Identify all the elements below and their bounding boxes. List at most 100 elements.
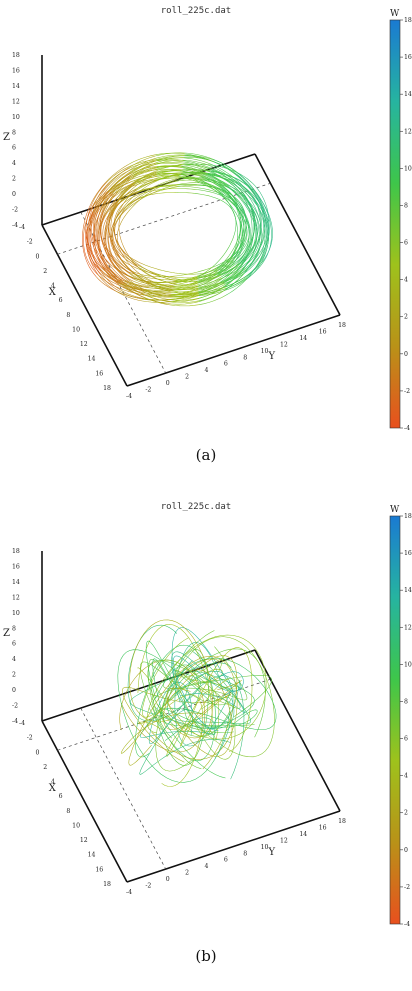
trajectory-segment <box>94 193 110 214</box>
trajectory-segment <box>215 190 231 206</box>
trajectory-segment <box>108 253 119 266</box>
trajectory-loop <box>155 636 275 772</box>
trajectory-segment <box>225 278 248 296</box>
trajectory-segment <box>198 187 218 193</box>
trajectory-segment <box>232 242 243 261</box>
y-tick-label: 12 <box>280 341 288 348</box>
x-grid-line-zero <box>80 707 167 870</box>
trajectory-segment <box>128 155 156 169</box>
trajectory-segment <box>95 243 107 265</box>
trajectory-segment <box>238 173 259 195</box>
trajectory-segment <box>153 278 176 281</box>
trajectory-segment <box>214 255 230 272</box>
trajectory-segment <box>239 251 252 265</box>
y-tick-label: 4 <box>204 367 208 374</box>
trajectory-segment <box>128 154 156 165</box>
trajectory-segment <box>215 257 231 267</box>
z-tick-label: 16 <box>12 67 20 74</box>
trajectory-segment <box>155 158 185 162</box>
z-tick-label: 18 <box>12 548 20 555</box>
trajectory-loop <box>140 671 234 759</box>
trajectory-segment <box>97 234 102 256</box>
trajectory-segment <box>172 298 199 302</box>
y-tick-label: 16 <box>319 824 327 831</box>
trajectory-segment <box>235 182 255 199</box>
trajectory-segment <box>249 225 255 245</box>
trajectory-segment <box>100 229 104 245</box>
z-tick-label: -2 <box>12 703 18 710</box>
trajectory-segment <box>138 186 158 193</box>
colorbar-tick-label: -4 <box>404 425 410 432</box>
y-tick-label: 4 <box>204 863 208 870</box>
colorbar-tick-label: 2 <box>404 810 408 817</box>
trajectory-segment <box>125 197 141 207</box>
trajectory-segment <box>100 213 106 229</box>
trajectory-segment <box>122 260 138 269</box>
x-axis-label: X <box>49 287 57 298</box>
trajectory-segment <box>217 260 235 271</box>
trajectory-segment <box>143 288 172 295</box>
trajectory-segment <box>84 256 97 277</box>
trajectory-segment <box>111 219 116 238</box>
x-axis-line <box>41 224 128 387</box>
trajectory-segment <box>130 163 157 171</box>
trajectory-segment <box>225 236 234 253</box>
trajectory-segment <box>105 219 111 238</box>
trajectory-segment <box>198 295 226 305</box>
trajectory-segment <box>234 249 246 262</box>
trajectory-segment <box>156 157 184 162</box>
trajectory-segment <box>129 196 143 205</box>
trajectory-segment <box>87 234 91 255</box>
x-tick-label: 18 <box>103 385 111 392</box>
trajectory-segment <box>184 161 212 171</box>
trajectory-segment <box>133 166 157 177</box>
trajectory-segment <box>185 153 215 163</box>
x-tick-label: 2 <box>43 764 47 771</box>
trajectory-segment <box>129 256 143 265</box>
trajectory-segment <box>115 182 135 200</box>
trajectory-segment <box>140 190 159 200</box>
trajectory <box>117 619 277 787</box>
z-tick-label: 14 <box>12 83 20 90</box>
trajectory-segment <box>241 216 245 236</box>
x-tick-label: 0 <box>35 749 39 756</box>
trajectory-segment <box>247 251 263 270</box>
z-tick-label: 4 <box>12 656 16 663</box>
trajectory-segment <box>200 180 220 192</box>
trajectory-segment <box>112 222 117 235</box>
trajectory-segment <box>225 198 235 216</box>
trajectory-segment <box>117 282 143 298</box>
trajectory-segment <box>156 173 181 181</box>
trajectory-segment <box>219 192 235 206</box>
trajectory-segment <box>133 170 157 184</box>
trajectory-loop <box>184 671 255 729</box>
trajectory-segment <box>235 250 247 264</box>
far-floor-edge <box>254 153 341 316</box>
trajectory-segment <box>207 172 231 180</box>
trajectory-segment <box>118 190 137 204</box>
trajectory-segment <box>103 191 117 213</box>
trajectory-segment <box>157 179 178 187</box>
trajectory-segment <box>95 254 107 270</box>
trajectory-segment <box>132 163 157 177</box>
trajectory-segment <box>104 263 123 282</box>
trajectory-segment <box>88 252 100 270</box>
trajectory-segment <box>201 180 222 192</box>
trajectory-loop <box>174 669 236 760</box>
trajectory-segment <box>104 194 117 208</box>
y-tick-label: 16 <box>319 328 327 335</box>
x-tick-label: 10 <box>72 326 80 333</box>
trajectory-segment <box>236 172 256 187</box>
y-tick-label: 6 <box>224 857 228 864</box>
x-tick-label: 4 <box>51 283 55 290</box>
trajectory-segment <box>107 235 112 255</box>
trajectory-loop <box>129 619 213 739</box>
trajectory-segment <box>210 196 225 203</box>
trajectory-segment <box>111 242 122 260</box>
trajectory-segment <box>224 267 247 283</box>
trajectory-segment <box>105 201 118 216</box>
trajectory-segment <box>109 200 121 220</box>
trajectory-segment <box>211 169 236 183</box>
trajectory-segment <box>197 270 219 278</box>
trajectory-segment <box>90 186 107 211</box>
